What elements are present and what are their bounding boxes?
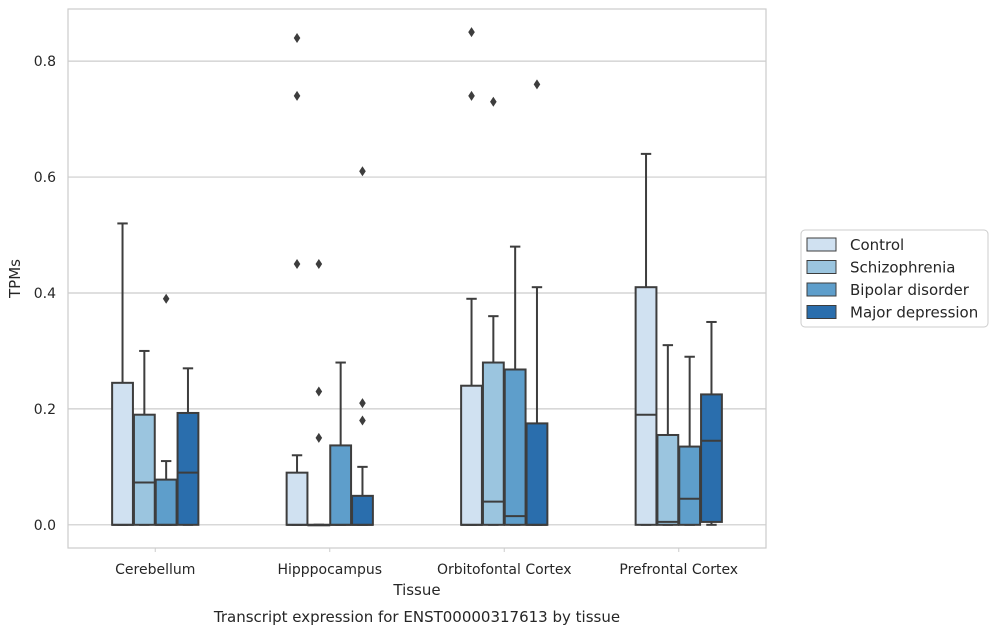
- box-schizophrenia: [307, 259, 331, 527]
- box-body: [481, 361, 505, 526]
- chart-caption: Transcript expression for ENST0000031761…: [213, 608, 620, 626]
- plot-frame: [67, 8, 767, 549]
- box-major-depression: [525, 79, 549, 526]
- box-control: [460, 27, 483, 526]
- box-major-depression: [351, 166, 374, 526]
- outlier-point: [293, 90, 301, 101]
- y-axis-label: TPMs: [6, 259, 24, 299]
- legend-swatch: [806, 237, 837, 252]
- y-tick-label: 0.6: [34, 170, 56, 186]
- outlier-point: [162, 293, 170, 304]
- y-tick-label: 0.0: [34, 518, 56, 534]
- box-body: [111, 381, 134, 526]
- outlier-point: [315, 259, 323, 270]
- x-tick-labels: Cerebellum Hipppocampus Orbitofontal Corte…: [115, 548, 738, 578]
- x-tick-label: Prefrontal Cortex: [619, 562, 738, 578]
- box-schizophrenia: [656, 344, 680, 526]
- legend-frame: [800, 229, 989, 328]
- box-body: [154, 478, 178, 526]
- legend-swatch: [806, 305, 837, 319]
- outlier-point: [359, 415, 366, 426]
- legend-label: Major depression: [850, 304, 978, 322]
- outlier-point: [293, 259, 301, 270]
- outlier-point: [315, 386, 323, 397]
- y-tick-label: 0.2: [34, 402, 56, 418]
- outlier-point: [315, 432, 323, 443]
- legend-swatch: [806, 282, 837, 297]
- box-body: [285, 471, 309, 526]
- box-body: [503, 368, 527, 526]
- outlier-point: [468, 90, 475, 101]
- y-tick-labels: 0.0 0.2 0.4 0.6 0.8: [34, 54, 56, 534]
- box-body: [132, 413, 156, 526]
- y-tick-label: 0.8: [34, 54, 56, 70]
- box-body: [634, 286, 658, 526]
- y-tick-label: 0.4: [34, 286, 56, 302]
- box-body: [329, 444, 353, 526]
- box-body: [460, 384, 483, 526]
- box-schizophrenia: [132, 349, 156, 526]
- box-body: [176, 411, 200, 526]
- box-body: [678, 445, 702, 526]
- outlier-point: [359, 398, 366, 409]
- legend-label: Schizophrenia: [850, 259, 955, 277]
- box-major-depression: [176, 367, 200, 526]
- box-control: [634, 152, 658, 526]
- legend-label: Control: [850, 236, 904, 254]
- box-body: [351, 494, 374, 526]
- box-bipolar-disorder: [503, 245, 527, 526]
- box-plot-boxes: [111, 27, 723, 527]
- x-tick-label: Hipppocampus: [277, 562, 382, 578]
- box-body: [656, 433, 680, 526]
- x-axis-label: Tissue: [392, 581, 440, 599]
- box-bipolar-disorder: [678, 355, 702, 526]
- box-control: [111, 222, 134, 526]
- outlier-point: [359, 166, 366, 177]
- x-tick-label: Cerebellum: [115, 562, 195, 578]
- box-body: [700, 393, 723, 523]
- x-tick-label: Orbitofontal Cortex: [437, 562, 572, 578]
- outlier-point: [468, 27, 475, 38]
- outlier-point: [293, 32, 301, 43]
- outlier-point: [533, 79, 541, 90]
- box-control: [285, 32, 309, 526]
- legend: Control Schizophrenia Bipolar disorder Majo…: [800, 229, 989, 328]
- legend-swatch: [806, 260, 837, 274]
- box-schizophrenia: [481, 96, 505, 526]
- box-major-depression: [700, 320, 723, 526]
- box-body: [525, 422, 549, 526]
- box-bipolar-disorder: [329, 361, 353, 526]
- legend-label: Bipolar disorder: [850, 281, 970, 299]
- outlier-point: [490, 96, 497, 107]
